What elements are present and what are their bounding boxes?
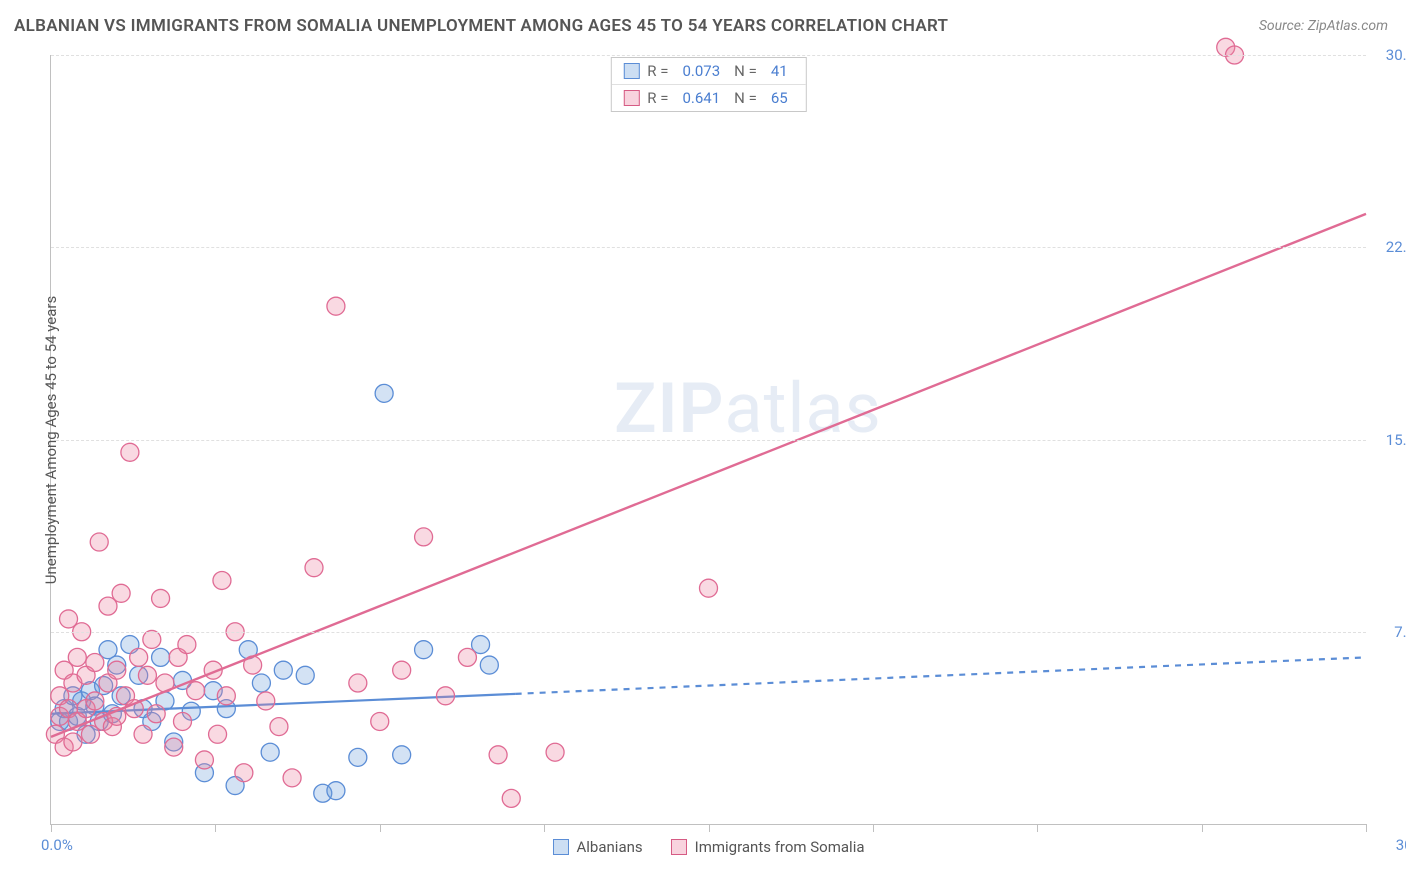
scatter-point [86, 692, 104, 710]
scatter-point [165, 738, 183, 756]
n-label: N = [734, 62, 757, 80]
r-value: 0.073 [676, 62, 726, 80]
swatch-pink-icon [623, 90, 639, 106]
scatter-point [134, 725, 152, 743]
r-label: R = [647, 62, 668, 80]
source-attribution: Source: ZipAtlas.com [1259, 18, 1388, 34]
regression-line-solid [51, 214, 1366, 737]
legend-item: Albanians [552, 838, 642, 856]
scatter-point [152, 648, 170, 666]
scatter-point [112, 584, 130, 602]
scatter-point [415, 641, 433, 659]
gridline [51, 55, 1366, 56]
scatter-point [349, 674, 367, 692]
plot-area: Unemployment Among Ages 45 to 54 years Z… [50, 55, 1366, 825]
swatch-pink-icon [671, 839, 687, 855]
scatter-point [90, 533, 108, 551]
scatter-point [502, 789, 520, 807]
chart-title: ALBANIAN VS IMMIGRANTS FROM SOMALIA UNEM… [14, 16, 948, 36]
scatter-point [489, 746, 507, 764]
x-max-label: 30.0% [1396, 836, 1406, 854]
x-tick [1037, 824, 1038, 832]
gridline [51, 632, 1366, 633]
stats-row: R = 0.073 N = 41 [611, 58, 805, 84]
stats-legend: R = 0.073 N = 41 R = 0.641 N = 65 [610, 57, 806, 112]
scatter-point [274, 661, 292, 679]
x-tick [709, 824, 710, 832]
scatter-point [209, 725, 227, 743]
scatter-point [375, 384, 393, 402]
scatter-point [252, 674, 270, 692]
scatter-point [371, 712, 389, 730]
scatter-point [217, 687, 235, 705]
scatter-point [305, 559, 323, 577]
n-value: 65 [765, 89, 794, 107]
y-tick-label: 7.5% [1394, 623, 1406, 641]
scatter-point [68, 648, 86, 666]
scatter-point [296, 666, 314, 684]
scatter-point [108, 661, 126, 679]
scatter-point [261, 743, 279, 761]
scatter-point [327, 782, 345, 800]
legend-label: Albanians [576, 838, 642, 856]
x-tick [1366, 824, 1367, 832]
y-tick-label: 30.0% [1386, 46, 1406, 64]
x-tick [380, 824, 381, 832]
x-tick [1202, 824, 1203, 832]
scatter-point [458, 648, 476, 666]
legend-label: Immigrants from Somalia [695, 838, 865, 856]
scatter-point [283, 769, 301, 787]
x-min-label: 0.0% [41, 836, 73, 854]
scatter-point [415, 528, 433, 546]
scatter-point [270, 718, 288, 736]
scatter-point [174, 712, 192, 730]
gridline [51, 247, 1366, 248]
scatter-point [700, 579, 718, 597]
n-label: N = [734, 89, 757, 107]
n-value: 41 [765, 62, 794, 80]
swatch-blue-icon [552, 839, 568, 855]
scatter-point [138, 666, 156, 684]
scatter-point [327, 297, 345, 315]
scatter-point [393, 746, 411, 764]
regression-line-dashed [516, 657, 1366, 693]
y-tick-label: 15.0% [1386, 431, 1406, 449]
scatter-point [178, 636, 196, 654]
scatter-point [480, 656, 498, 674]
scatter-point [187, 682, 205, 700]
scatter-point [195, 751, 213, 769]
scatter-point [235, 764, 253, 782]
x-tick [544, 824, 545, 832]
scatter-point [213, 571, 231, 589]
scatter-point [437, 687, 455, 705]
scatter-point [257, 692, 275, 710]
stats-row: R = 0.641 N = 65 [611, 84, 805, 111]
scatter-point [393, 661, 411, 679]
swatch-blue-icon [623, 63, 639, 79]
x-tick [51, 824, 52, 832]
scatter-point [64, 733, 82, 751]
bottom-legend: Albanians Immigrants from Somalia [552, 838, 864, 856]
scatter-point [152, 589, 170, 607]
r-label: R = [647, 89, 668, 107]
y-tick-label: 22.5% [1386, 238, 1406, 256]
scatter-point [121, 443, 139, 461]
scatter-point [349, 748, 367, 766]
legend-item: Immigrants from Somalia [671, 838, 865, 856]
r-value: 0.641 [676, 89, 726, 107]
x-tick [215, 824, 216, 832]
scatter-point [143, 630, 161, 648]
x-tick [873, 824, 874, 832]
scatter-point [130, 648, 148, 666]
scatter-point [546, 743, 564, 761]
scatter-point [147, 705, 165, 723]
scatter-point [86, 654, 104, 672]
gridline [51, 440, 1366, 441]
